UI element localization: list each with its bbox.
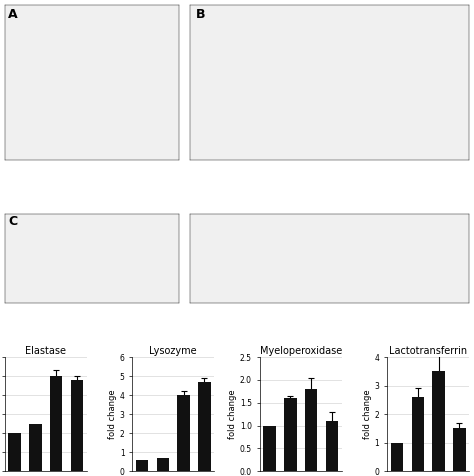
Bar — [411, 397, 424, 471]
Title: Lysozyme: Lysozyme — [149, 346, 197, 357]
Bar — [157, 458, 169, 471]
Title: Lactotransferrin: Lactotransferrin — [389, 346, 467, 357]
Bar — [264, 426, 276, 471]
Text: B: B — [196, 8, 205, 21]
Y-axis label: fold change: fold change — [228, 389, 237, 439]
Bar — [391, 443, 403, 471]
Bar — [326, 421, 338, 471]
Bar — [136, 460, 148, 471]
Bar — [9, 433, 21, 471]
Y-axis label: fold change: fold change — [363, 389, 372, 439]
Bar — [305, 389, 317, 471]
Title: Myeloperoxidase: Myeloperoxidase — [260, 346, 342, 357]
Bar — [284, 398, 297, 471]
Bar — [50, 376, 63, 471]
Bar — [71, 380, 83, 471]
Bar — [177, 395, 190, 471]
Text: A: A — [8, 8, 18, 21]
Y-axis label: fold change: fold change — [108, 389, 117, 439]
Bar — [29, 424, 42, 471]
Bar — [453, 428, 465, 471]
Title: Elastase: Elastase — [25, 346, 66, 357]
Bar — [198, 382, 210, 471]
Text: C: C — [8, 215, 18, 228]
Bar — [432, 371, 445, 471]
